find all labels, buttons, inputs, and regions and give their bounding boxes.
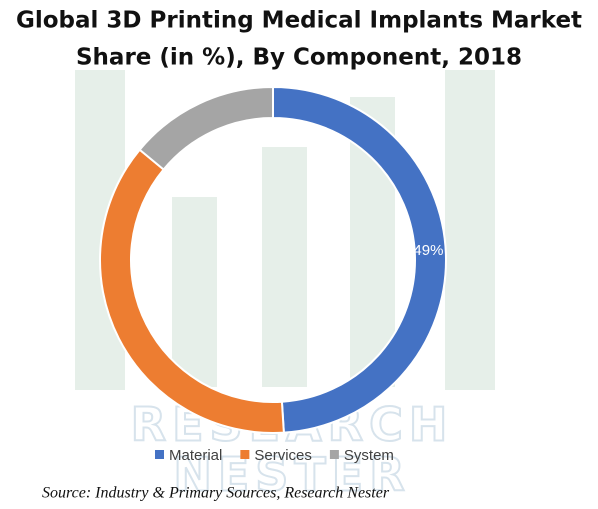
source: Source: Industry & Primary Sources, Rese… <box>42 485 390 502</box>
legend-label: Services <box>254 447 312 464</box>
legend-label: System <box>344 447 394 464</box>
legend-swatch <box>240 450 250 459</box>
watermark-bar <box>445 70 495 390</box>
watermark-bar <box>262 147 307 387</box>
watermark-bar <box>172 197 217 387</box>
chart-title: Share (in %), By Component, 2018 <box>76 45 522 71</box>
data-label: 49% <box>413 242 443 259</box>
legend-swatch <box>329 450 339 459</box>
slice <box>138 85 274 171</box>
legend-swatch <box>155 450 164 459</box>
chart-title: Global 3D Printing Medical Implants Mark… <box>16 8 582 34</box>
legend-label: Material <box>169 447 222 464</box>
legend: Material Services System <box>155 447 394 464</box>
donut: 49% <box>99 85 448 434</box>
watermark-text: NESTER <box>173 448 410 502</box>
